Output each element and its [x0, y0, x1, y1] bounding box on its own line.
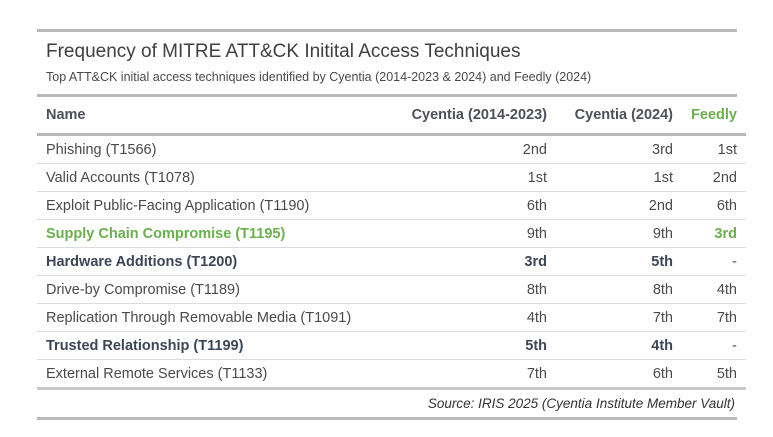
table-row: Drive-by Compromise (T1189) 8th 8th 4th	[37, 275, 746, 304]
technique-name-cell: Trusted Relationship (T1199)	[37, 331, 386, 360]
feedly-rank-cell: 1st	[673, 134, 746, 164]
column-header-cyentia-2014-2023: Cyentia (2014-2023)	[386, 97, 547, 136]
column-header-feedly: Feedly	[673, 97, 746, 136]
table-row: Trusted Relationship (T1199) 5th 4th -	[37, 331, 746, 360]
table-row: Exploit Public-Facing Application (T1190…	[37, 191, 746, 220]
cyentia-2024-rank-cell: 2nd	[547, 191, 673, 220]
table-row: Phishing (T1566) 2nd 3rd 1st	[37, 134, 746, 164]
cyentia-2014-2023-rank-cell: 8th	[386, 275, 547, 304]
feedly-rank-cell: 2nd	[673, 163, 746, 192]
technique-name-cell: Hardware Additions (T1200)	[37, 247, 386, 276]
cyentia-2024-rank-cell: 7th	[547, 303, 673, 332]
cyentia-2014-2023-rank-cell: 2nd	[386, 134, 547, 164]
cyentia-2024-rank-cell: 3rd	[547, 134, 673, 164]
column-header-cyentia-2024: Cyentia (2024)	[547, 97, 673, 136]
cyentia-2014-2023-rank-cell: 3rd	[386, 247, 547, 276]
cyentia-2014-2023-rank-cell: 1st	[386, 163, 547, 192]
technique-name-cell: Valid Accounts (T1078)	[37, 163, 386, 192]
table-row: Supply Chain Compromise (T1195) 9th 9th 3rd	[37, 219, 746, 248]
header-top-rule	[37, 94, 737, 97]
feedly-rank-cell: -	[673, 247, 746, 276]
table-row: Valid Accounts (T1078) 1st 1st 2nd	[37, 163, 746, 192]
feedly-rank-cell: 3rd	[673, 219, 746, 248]
feedly-rank-cell: 7th	[673, 303, 746, 332]
chart-title: Frequency of MITRE ATT&CK Initital Acces…	[46, 41, 521, 62]
chart-subtitle: Top ATT&CK initial access techniques ide…	[46, 70, 592, 84]
cyentia-2014-2023-rank-cell: 9th	[386, 219, 547, 248]
table-row: Hardware Additions (T1200) 3rd 5th -	[37, 247, 746, 276]
source-note: Source: IRIS 2025 (Cyentia Institute Mem…	[427, 396, 735, 411]
cyentia-2024-rank-cell: 8th	[547, 275, 673, 304]
technique-name-cell: External Remote Services (T1133)	[37, 359, 386, 390]
bottom-rule	[37, 417, 737, 420]
technique-name-cell: Supply Chain Compromise (T1195)	[37, 219, 386, 248]
top-rule	[37, 29, 737, 32]
cyentia-2024-rank-cell: 9th	[547, 219, 673, 248]
feedly-rank-cell: 4th	[673, 275, 746, 304]
feedly-rank-cell: -	[673, 331, 746, 360]
technique-name-cell: Drive-by Compromise (T1189)	[37, 275, 386, 304]
cyentia-2024-rank-cell: 6th	[547, 359, 673, 390]
cyentia-2014-2023-rank-cell: 4th	[386, 303, 547, 332]
cyentia-2014-2023-rank-cell: 7th	[386, 359, 547, 390]
cyentia-2014-2023-rank-cell: 6th	[386, 191, 547, 220]
feedly-rank-cell: 5th	[673, 359, 746, 390]
table-row: External Remote Services (T1133) 7th 6th 5t…	[37, 359, 746, 390]
column-header-name: Name	[37, 97, 386, 136]
technique-name-cell: Replication Through Removable Media (T10…	[37, 303, 386, 332]
ranking-table: Name Cyentia (2014-2023) Cyentia (2024) …	[37, 97, 746, 390]
table-figure: Frequency of MITRE ATT&CK Initital Acces…	[37, 29, 746, 420]
table-body: Phishing (T1566) 2nd 3rd 1st Valid Accounts …	[37, 134, 746, 390]
cyentia-2024-rank-cell: 1st	[547, 163, 673, 192]
cyentia-2024-rank-cell: 5th	[547, 247, 673, 276]
cyentia-2024-rank-cell: 4th	[547, 331, 673, 360]
table-row: Replication Through Removable Media (T10…	[37, 303, 746, 332]
table-header-row: Name Cyentia (2014-2023) Cyentia (2024) …	[37, 97, 746, 136]
technique-name-cell: Phishing (T1566)	[37, 134, 386, 164]
feedly-rank-cell: 6th	[673, 191, 746, 220]
technique-name-cell: Exploit Public-Facing Application (T1190…	[37, 191, 386, 220]
cyentia-2014-2023-rank-cell: 5th	[386, 331, 547, 360]
